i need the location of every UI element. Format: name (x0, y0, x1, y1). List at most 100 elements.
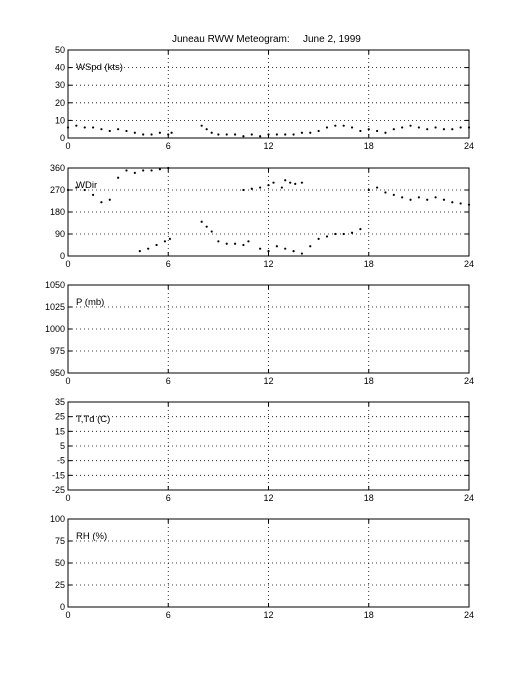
panel-label: P (mb) (76, 297, 104, 308)
data-point (233, 242, 237, 245)
x-tick-label: 6 (166, 141, 171, 151)
x-tick-label: 24 (464, 610, 474, 620)
series-marks (66, 166, 471, 255)
y-tick-label: 0 (60, 133, 65, 143)
data-point (108, 198, 111, 201)
data-point (426, 128, 429, 131)
y-tick-label: -15 (52, 470, 65, 480)
data-point (267, 250, 270, 253)
y-tick-label: 5 (60, 441, 65, 451)
data-point (409, 124, 412, 127)
x-tick-label: 12 (263, 259, 273, 269)
x-tick-label: 18 (364, 610, 374, 620)
y-tick-label: -5 (57, 456, 65, 466)
x-tick-label: 24 (464, 141, 474, 151)
y-tick-label: 30 (55, 80, 65, 90)
data-point (292, 133, 295, 136)
x-tick-label: 0 (65, 141, 70, 151)
panel-wdir: 0 6 12 18 24 0 90 180 270 360 WDir (50, 163, 474, 269)
x-tick-label: 6 (166, 610, 171, 620)
data-point (309, 131, 312, 134)
data-point (376, 186, 379, 189)
data-point (125, 169, 128, 172)
data-point (125, 129, 128, 133)
data-point (350, 126, 354, 129)
data-point (459, 202, 462, 205)
x-tick-label: 12 (263, 141, 273, 151)
data-point (317, 237, 320, 240)
data-point (233, 133, 237, 136)
data-point (434, 126, 437, 129)
data-point (200, 124, 203, 127)
data-point (442, 128, 446, 131)
y-tick-label: 15 (55, 426, 65, 436)
x-tick-label: 0 (65, 259, 70, 269)
y-tick-label: 1000 (45, 324, 65, 334)
panel-rh: 0 6 12 18 24 0 25 50 75 100 RH (%) (50, 514, 474, 620)
data-point (158, 131, 161, 134)
x-tick-label: 18 (364, 493, 374, 503)
x-tick-label: 6 (166, 376, 171, 386)
data-point (242, 188, 245, 192)
data-point (417, 126, 420, 129)
data-point (250, 133, 253, 136)
data-point (210, 131, 213, 134)
data-point (401, 126, 404, 129)
data-point (342, 232, 345, 236)
data-point (259, 135, 262, 138)
data-point (459, 126, 462, 129)
x-tick-label: 18 (364, 376, 374, 386)
data-point (359, 228, 362, 231)
data-point (158, 168, 161, 171)
data-point (350, 231, 354, 234)
y-tick-label: 270 (50, 185, 65, 195)
data-point (83, 126, 86, 129)
data-point (75, 124, 78, 127)
data-point (117, 128, 120, 131)
data-point (451, 201, 454, 204)
data-point (334, 232, 337, 236)
data-point (163, 240, 167, 243)
data-point (259, 247, 262, 250)
data-point (133, 171, 136, 174)
panel-label: RH (%) (76, 531, 107, 542)
data-point (367, 188, 370, 192)
data-point (133, 131, 136, 134)
data-point (142, 133, 145, 136)
x-tick-label: 12 (263, 610, 273, 620)
data-point (417, 196, 420, 199)
data-point (205, 128, 208, 131)
data-point (359, 129, 362, 133)
x-tick-label: 18 (364, 141, 374, 151)
data-point (91, 126, 95, 129)
y-tick-label: 360 (50, 163, 65, 173)
data-point (292, 250, 295, 253)
series-marks (66, 124, 471, 138)
panel-label: T,Td (C) (76, 414, 110, 425)
data-point (284, 179, 287, 182)
panel-label: WSpd (kts) (76, 62, 123, 73)
y-tick-label: 20 (55, 98, 65, 108)
data-point (217, 133, 220, 136)
data-point (392, 128, 395, 131)
x-tick-label: 24 (464, 493, 474, 503)
y-tick-label: 950 (50, 368, 65, 378)
data-point (75, 186, 78, 189)
data-point (170, 131, 173, 134)
data-point (401, 196, 404, 199)
data-point (426, 198, 429, 201)
data-point (100, 201, 103, 204)
x-tick-label: 6 (166, 493, 171, 503)
figure-title-date: June 2, 1999 (303, 34, 361, 45)
y-tick-label: 975 (50, 346, 65, 356)
data-point (155, 243, 158, 247)
data-point (284, 133, 287, 136)
data-point (242, 135, 245, 138)
y-tick-label: 35 (55, 397, 65, 407)
x-tick-label: 24 (464, 376, 474, 386)
data-point (309, 245, 312, 248)
x-tick-label: 18 (364, 259, 374, 269)
y-tick-label: 90 (55, 229, 65, 239)
data-point (210, 230, 213, 233)
